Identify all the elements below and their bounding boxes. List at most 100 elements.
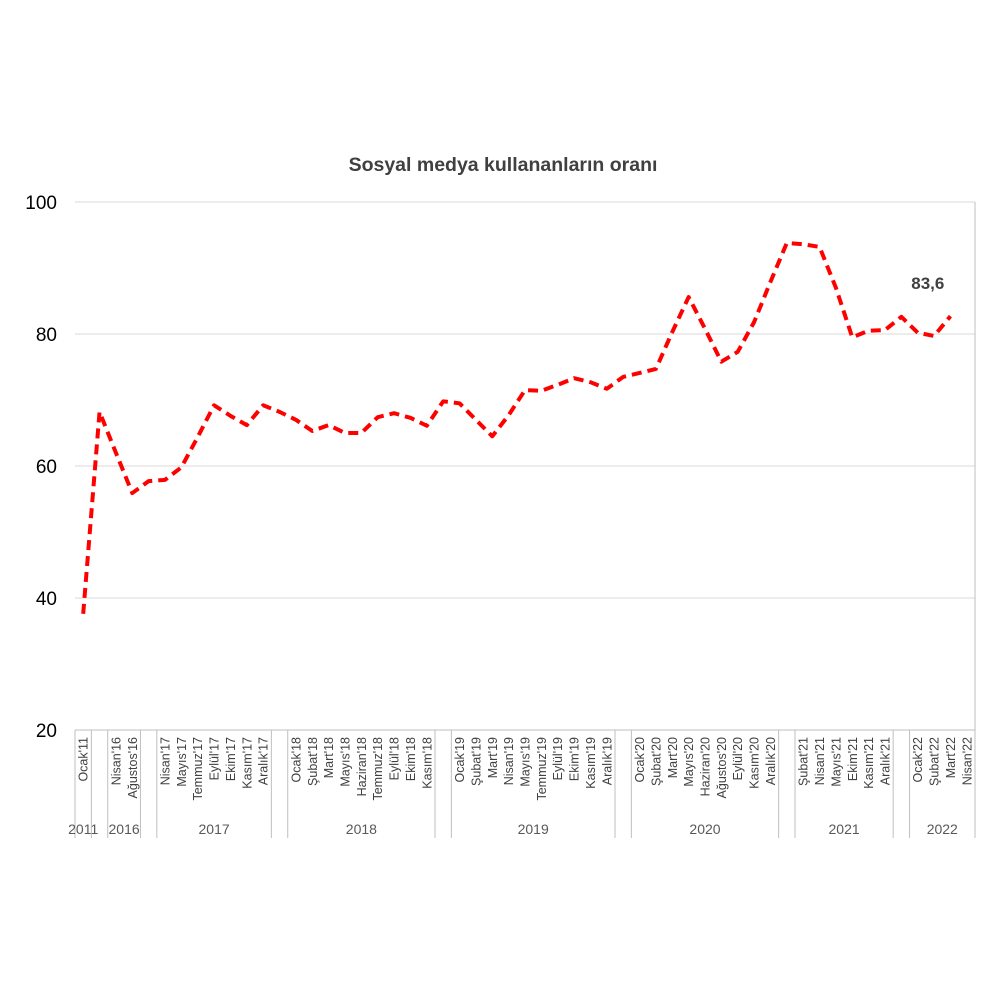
y-tick-label: 20 [36, 721, 57, 742]
data-point [883, 328, 887, 332]
x-tick-label: Ekim'19 [568, 737, 582, 781]
data-point [687, 295, 691, 299]
x-tick-label: Şubat'20 [649, 737, 663, 786]
x-tick-label: Nisan'19 [502, 737, 516, 785]
x-tick-label: Mayıs'17 [175, 737, 189, 787]
data-point [474, 418, 478, 422]
year-label: 2016 [109, 821, 140, 837]
x-tick-label: Ekim'17 [224, 737, 238, 781]
data-point [556, 383, 560, 387]
data-point [408, 416, 412, 420]
data-point [768, 280, 772, 284]
x-tick-label: Nisan'17 [159, 737, 173, 785]
x-tick-label: Mart'18 [322, 737, 336, 778]
year-label: 2019 [518, 821, 549, 837]
data-point [703, 327, 707, 331]
data-point [228, 414, 232, 418]
x-tick-label: Temmuz'18 [371, 737, 385, 801]
x-tick-label: Mart'20 [666, 737, 680, 778]
x-axis [75, 202, 976, 731]
x-tick-label: Kasım'21 [862, 737, 876, 789]
data-point [343, 431, 347, 435]
y-tick-label: 80 [36, 325, 57, 346]
x-tick-label: Eylül'18 [388, 737, 402, 780]
data-point [670, 330, 674, 334]
x-tick-label: Aralık'19 [600, 737, 614, 785]
data-point [850, 335, 854, 339]
data-point [359, 431, 363, 435]
x-tick-label: Aralık'21 [879, 737, 893, 785]
data-point [261, 403, 265, 407]
x-tick-label: Ekim'18 [404, 737, 418, 781]
x-tick-label: Ocak'18 [289, 737, 303, 783]
x-tick-label: Mart'19 [486, 737, 500, 778]
x-tick-label: Mayıs'20 [682, 737, 696, 787]
chart-title: Sosyal medya kullananların oranı [349, 154, 658, 176]
x-tick-label: Nisan'22 [960, 737, 974, 785]
x-tick-label: Eylül'17 [208, 737, 222, 780]
y-tick-label: 40 [36, 589, 57, 610]
x-tick-label: Mayıs'21 [829, 737, 843, 787]
data-point [948, 314, 952, 318]
data-point [719, 360, 723, 364]
data-point [654, 367, 658, 371]
data-point [539, 389, 543, 393]
x-tick-label: Şubat'22 [928, 737, 942, 786]
x-tick-label: Eylül'20 [731, 737, 745, 780]
data-point [327, 423, 331, 427]
data-point [163, 478, 167, 482]
data-point [179, 465, 183, 469]
data-point [899, 315, 903, 319]
data-point [834, 286, 838, 290]
series-layer [81, 240, 952, 616]
data-point [425, 424, 429, 428]
data-point [278, 410, 282, 414]
x-tick-label: Şubat'18 [306, 737, 320, 786]
data-point [867, 329, 871, 333]
data-point [81, 612, 85, 616]
data-point [212, 403, 216, 407]
x-tick-label: Aralık'17 [257, 737, 271, 785]
data-point [245, 423, 249, 427]
data-point [490, 434, 494, 438]
x-tick-label: Haziran'20 [699, 737, 713, 796]
year-label: 2020 [689, 821, 720, 837]
data-point [736, 350, 740, 354]
x-tick-label: Ağustos'16 [126, 737, 140, 799]
data-point [932, 334, 936, 338]
x-tick-label: Ekim'21 [846, 737, 860, 781]
data-point [196, 435, 200, 439]
data-point [801, 242, 805, 246]
annotations: 83,6 [911, 274, 944, 293]
y-tick-label: 100 [25, 193, 57, 214]
x-tick-label: Haziran'18 [355, 737, 369, 796]
data-point [916, 331, 920, 335]
x-tick-label: Şubat'19 [469, 737, 483, 786]
data-point [376, 415, 380, 419]
x-tick-label: Ocak'19 [453, 737, 467, 783]
x-tick-label: Temmuz'17 [191, 737, 205, 801]
data-point [818, 245, 822, 249]
data-point [294, 418, 298, 422]
x-tick-label: Şubat'21 [797, 737, 811, 786]
series-line [81, 240, 952, 615]
year-label: 2011 [68, 821, 98, 837]
data-point [785, 241, 789, 245]
x-tick-label: Ocak'20 [633, 737, 647, 783]
x-tick-label: Kasım'20 [748, 737, 762, 789]
x-tick-label: Mayıs'18 [339, 737, 353, 787]
data-point [638, 371, 642, 375]
data-point [458, 401, 462, 405]
data-point [605, 387, 609, 391]
x-tick-label: Mart'22 [944, 737, 958, 778]
x-tick-label: Ocak'11 [77, 737, 91, 782]
year-label: 2022 [927, 821, 958, 837]
data-point [130, 491, 134, 495]
x-tick-label: Kasım'17 [240, 737, 254, 789]
x-axis-category-labels: Ocak'11 Nisan'16 Ağustos'16 Nisan'17 Mayıs'1… [77, 737, 975, 801]
x-tick-label: Aralık'20 [764, 737, 778, 785]
data-point [114, 451, 118, 455]
x-tick-label: Kasım'19 [584, 737, 598, 789]
